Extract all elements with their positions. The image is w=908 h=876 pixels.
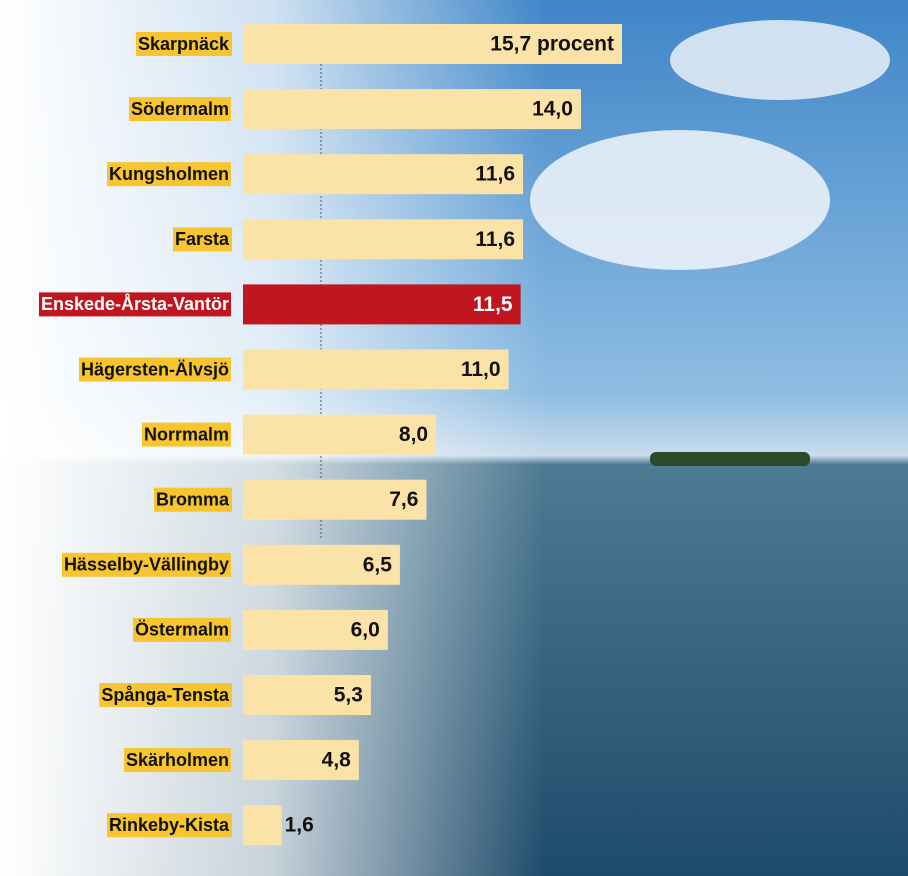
white-fade (0, 0, 908, 876)
bar (243, 89, 581, 129)
value-label: 15,7 procent (490, 33, 614, 56)
value-label: 7,6 (389, 488, 418, 511)
value-label: 4,8 (322, 749, 352, 772)
category-label: Östermalm (135, 620, 229, 640)
chart: Skarpnäck 15,7 procent Södermalm 14,0 Kungsh… (0, 0, 908, 876)
page: {"chart_data": {"type": "bar", "orientat… (0, 0, 908, 876)
category-label: Bromma (156, 489, 230, 509)
value-label: 1,6 (285, 814, 314, 837)
value-label: 11,6 (475, 163, 515, 186)
value-label: 14,0 (532, 98, 573, 121)
category-label: Hägersten-Älvsjö (81, 359, 229, 379)
category-label: Hässelby-Vällingby (64, 555, 229, 575)
value-label: 8,0 (399, 423, 428, 446)
value-label: 11,6 (475, 228, 515, 251)
category-label: Rinkeby-Kista (109, 815, 230, 835)
category-label: Skarpnäck (138, 34, 230, 54)
value-label: 11,5 (473, 293, 513, 316)
category-label: Kungsholmen (109, 164, 229, 184)
value-label: 5,3 (334, 684, 363, 707)
category-label: Norrmalm (144, 424, 229, 444)
category-label: Farsta (175, 229, 230, 249)
category-label: Södermalm (131, 99, 229, 119)
value-label: 11,0 (461, 358, 501, 381)
bar (243, 805, 282, 845)
category-label: Skärholmen (126, 750, 229, 770)
value-label: 6,0 (351, 618, 380, 641)
category-label: Enskede-Årsta-Vantör (41, 294, 229, 314)
category-label: Spånga-Tensta (101, 685, 230, 705)
value-label: 6,5 (363, 553, 393, 576)
